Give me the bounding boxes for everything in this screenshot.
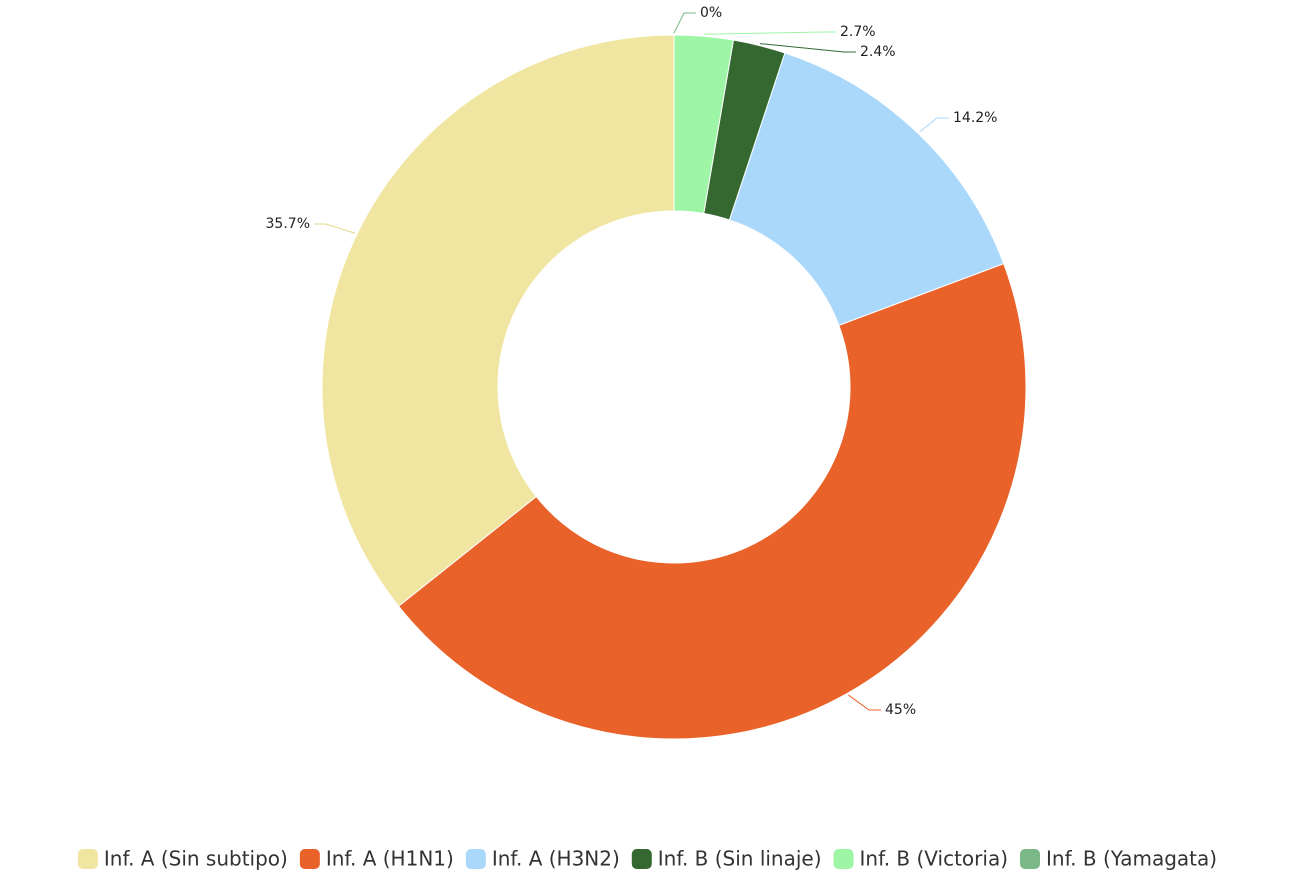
label-line (314, 223, 356, 234)
data-label: 14.2% (953, 110, 997, 126)
legend-label[interactable]: Inf. A (Sin subtipo) (104, 847, 288, 871)
legend-label[interactable]: Inf. B (Yamagata) (1046, 847, 1217, 871)
slice (397, 262, 1027, 740)
legend-swatch[interactable] (631, 849, 652, 869)
label-line (759, 43, 856, 53)
slice (728, 52, 1005, 326)
data-label: 2.7% (840, 24, 876, 40)
label-line (703, 31, 836, 35)
data-label: 0% (700, 5, 722, 21)
legend-label[interactable]: Inf. A (H1N1) (326, 847, 454, 871)
label-line (848, 694, 881, 711)
legend-label[interactable]: Inf. B (Victoria) (860, 847, 1008, 871)
legend-swatch[interactable] (77, 849, 98, 869)
data-label: 35.7% (266, 216, 310, 232)
legend-label[interactable]: Inf. B (Sin linaje) (658, 847, 822, 871)
label-line (673, 12, 696, 34)
legend-swatch[interactable] (299, 849, 320, 869)
legend-swatch[interactable] (465, 849, 486, 869)
label-line (919, 117, 949, 133)
data-label: 45% (885, 702, 916, 718)
legend-swatch[interactable] (833, 849, 854, 869)
legend-label[interactable]: Inf. A (H3N2) (492, 847, 620, 871)
data-label: 2.4% (860, 44, 896, 60)
slice (321, 34, 675, 607)
legend-swatch[interactable] (1020, 849, 1041, 869)
